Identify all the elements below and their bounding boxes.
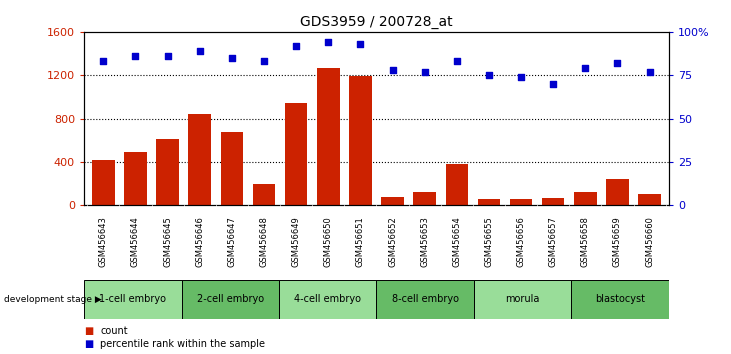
Text: GSM456643: GSM456643 [99,216,108,267]
Bar [279,280,376,319]
Text: GSM456645: GSM456645 [163,216,172,267]
Point [194,48,205,54]
Point [419,69,431,75]
Point [129,53,141,59]
Text: 4-cell embryo: 4-cell embryo [295,294,361,304]
Point [612,60,624,66]
Bar [92,160,115,205]
Bar [414,192,436,205]
Text: GSM456649: GSM456649 [292,216,300,267]
Text: blastocyst: blastocyst [595,294,645,304]
Bar [317,68,339,205]
Text: ■: ■ [84,339,94,349]
Text: GSM456655: GSM456655 [485,216,493,267]
Text: GSM456644: GSM456644 [131,216,140,267]
Bar [84,280,181,319]
Bar [574,192,596,205]
Bar [477,199,500,205]
Text: 1-cell embryo: 1-cell embryo [99,294,166,304]
Text: GSM456654: GSM456654 [452,216,461,267]
Point [644,69,656,75]
Bar [510,199,532,205]
Bar [253,184,276,205]
Bar [189,114,211,205]
Text: GSM456653: GSM456653 [420,216,429,267]
Bar [572,280,669,319]
Point [515,74,527,80]
Text: GSM456656: GSM456656 [517,216,526,267]
Text: ■: ■ [84,326,94,336]
Bar [542,198,564,205]
Text: 8-cell embryo: 8-cell embryo [392,294,458,304]
Text: GSM456657: GSM456657 [549,216,558,267]
Bar [124,152,147,205]
Point [226,55,238,61]
Bar [376,280,474,319]
Bar [446,164,468,205]
Text: percentile rank within the sample: percentile rank within the sample [100,339,265,349]
Point [290,43,302,48]
Text: GSM456658: GSM456658 [581,216,590,267]
Text: GSM456650: GSM456650 [324,216,333,267]
Point [322,39,334,45]
Text: GSM456646: GSM456646 [195,216,204,267]
Point [162,53,173,59]
Text: GSM456647: GSM456647 [227,216,236,267]
Point [355,41,366,47]
Point [483,73,495,78]
Text: count: count [100,326,128,336]
Bar [382,197,404,205]
Bar [474,280,572,319]
Point [548,81,559,87]
Point [97,58,109,64]
Bar [606,179,629,205]
Text: development stage ▶: development stage ▶ [4,295,102,304]
Bar [156,139,179,205]
Point [387,67,398,73]
Text: GSM456660: GSM456660 [645,216,654,267]
Point [580,65,591,71]
Text: morula: morula [505,294,540,304]
Point [258,58,270,64]
Text: 2-cell embryo: 2-cell embryo [197,294,264,304]
Bar [181,280,279,319]
Bar [349,76,371,205]
Point [451,58,463,64]
Bar [221,132,243,205]
Bar [638,194,661,205]
Text: GSM456659: GSM456659 [613,216,622,267]
Bar [285,103,307,205]
Text: GSM456652: GSM456652 [388,216,397,267]
Text: GSM456651: GSM456651 [356,216,365,267]
Title: GDS3959 / 200728_at: GDS3959 / 200728_at [300,16,452,29]
Text: GSM456648: GSM456648 [260,216,268,267]
